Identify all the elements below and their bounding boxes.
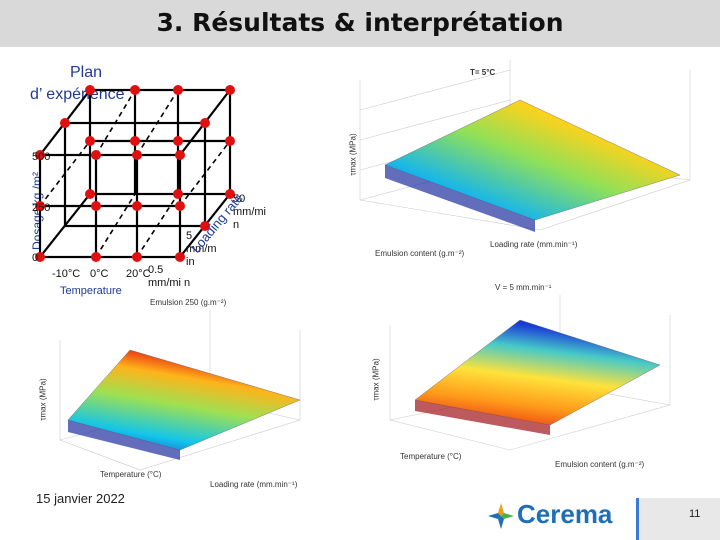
loading-tick-0-5: 0.5 mm/mi n <box>148 264 191 289</box>
design-cube <box>35 85 235 262</box>
plot-br-x-label: Temperature (°C) <box>400 452 462 461</box>
design-point <box>130 85 140 95</box>
temp-tick-minus10: -10°C <box>52 268 81 280</box>
design-point <box>173 189 183 199</box>
plot-bl-title: Emulsion 250 (g.m⁻²) <box>150 298 227 307</box>
plot-bl-z-label: τmax (MPa) <box>38 378 48 421</box>
design-point <box>85 85 95 95</box>
design-point <box>225 189 235 199</box>
dosage-tick-250: 250 <box>32 202 51 214</box>
surface-plot-top-right-svg <box>359 60 691 232</box>
design-point <box>35 252 45 262</box>
design-point <box>132 201 142 211</box>
design-point <box>200 118 210 128</box>
design-point <box>85 189 95 199</box>
page-number-box: 11 <box>636 498 720 540</box>
cerema-logo-icon <box>488 503 514 529</box>
design-point <box>91 201 101 211</box>
design-point <box>132 150 142 160</box>
design-point <box>173 136 183 146</box>
plot-br-title: V = 5 mm.min⁻¹ <box>495 283 552 292</box>
surface-plot-bottom-right-svg <box>389 295 671 451</box>
slide-header: 3. Résultats & interprétation <box>0 0 720 47</box>
design-point <box>175 252 185 262</box>
dosage-tick-500: 500 <box>32 151 51 163</box>
design-point <box>91 150 101 160</box>
temperature-label: Temperature <box>60 285 122 297</box>
design-title-line1: Plan <box>70 64 103 81</box>
design-point <box>200 221 210 231</box>
design-point <box>225 85 235 95</box>
design-point <box>225 136 235 146</box>
design-point <box>91 252 101 262</box>
plot-bl-y-label: Loading rate (mm.min⁻¹) <box>210 480 298 489</box>
loading-tick-50: 50 mm/mi n <box>233 193 266 231</box>
design-point <box>132 252 142 262</box>
design-point <box>130 136 140 146</box>
plot-bl-x-label: Temperature (°C) <box>100 470 162 479</box>
dosage-tick-0: 0 <box>32 252 39 264</box>
plot-tr-y-label: Loading rate (mm.min⁻¹) <box>490 240 578 249</box>
design-point <box>175 201 185 211</box>
loading-tick-5: 5 mm/m in <box>186 230 217 268</box>
temp-tick-20: 20°C <box>126 268 151 280</box>
design-point <box>35 150 45 160</box>
page-number: 11 <box>689 508 701 520</box>
plot-tr-title: T= 5°C <box>470 68 496 77</box>
design-point <box>175 150 185 160</box>
design-point <box>35 201 45 211</box>
surface-plot-bottom-left-svg <box>59 310 301 471</box>
slide-date: 15 janvier 2022 <box>36 491 125 506</box>
plot-br-y-label: Emulsion content (g.m⁻²) <box>555 460 645 469</box>
design-point <box>85 136 95 146</box>
cerema-logo-text: Cerema <box>517 499 613 529</box>
plot-tr-z-label: τmax (MPa) <box>348 133 358 176</box>
slide-title: 3. Résultats & interprétation <box>156 8 564 37</box>
design-point <box>173 85 183 95</box>
temp-tick-0: 0°C <box>90 268 109 280</box>
plot-br-z-label: τmax (MPa) <box>371 358 381 401</box>
plot-tr-x-label: Emulsion content (g.m⁻²) <box>375 249 465 258</box>
design-point <box>60 118 70 128</box>
